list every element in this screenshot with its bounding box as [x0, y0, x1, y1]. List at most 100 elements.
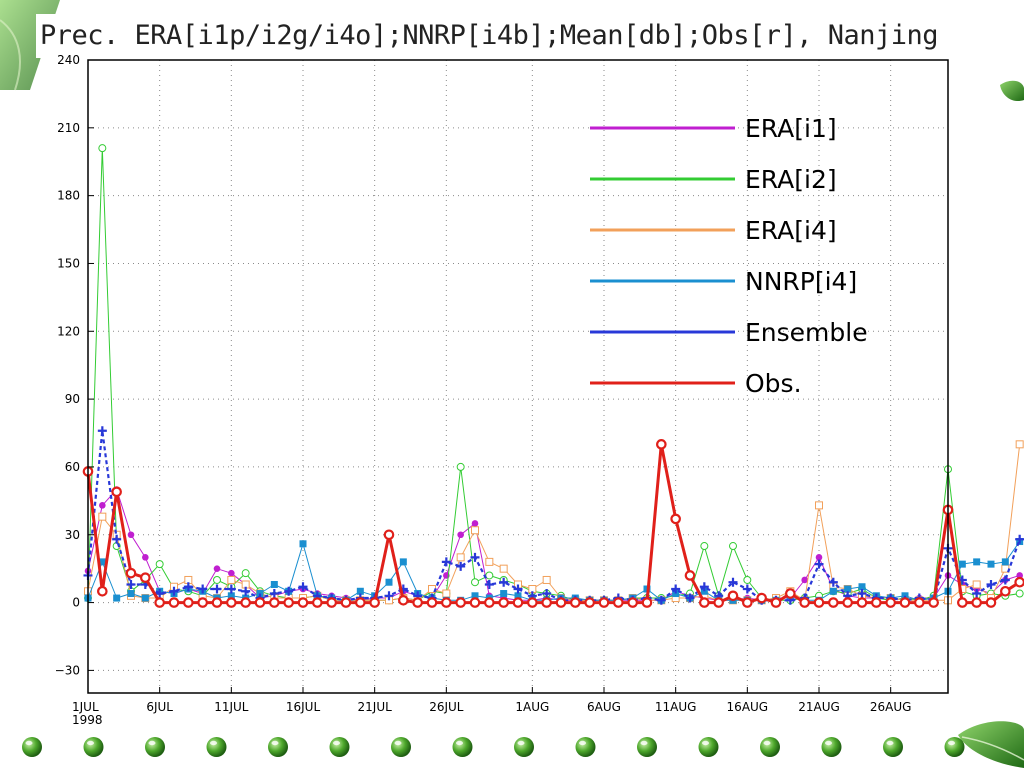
data-point: [469, 597, 481, 608]
data-point: [355, 597, 366, 608]
bullet-icon: [329, 737, 350, 757]
legend-item: ERA[i2]: [590, 165, 837, 194]
data-point: [154, 597, 165, 608]
data-point: [641, 597, 653, 608]
x-tick-label: 1AUG: [515, 700, 549, 714]
data-point: [828, 577, 838, 587]
data-point: [155, 589, 165, 599]
data-point: [542, 589, 552, 599]
data-point: [127, 590, 135, 598]
data-point: [485, 557, 494, 566]
bullet-icon: [575, 737, 596, 757]
data-point: [142, 554, 149, 561]
legend-label: ERA[i4]: [745, 216, 837, 245]
data-point: [456, 553, 465, 562]
data-point: [613, 597, 624, 608]
data-point: [972, 580, 981, 589]
data-point: [213, 575, 221, 584]
data-point: [398, 595, 409, 606]
data-point: [211, 597, 223, 608]
data-point: [987, 560, 995, 568]
data-point: [627, 597, 638, 608]
data-point: [871, 597, 882, 608]
data-point: [700, 587, 708, 595]
y-tick-label: 90: [65, 392, 80, 406]
data-point: [814, 559, 824, 569]
data-point: [1000, 585, 1011, 597]
bullet-icon: [698, 737, 719, 757]
data-point: [297, 597, 309, 608]
data-point: [829, 587, 837, 595]
y-tick-label: 240: [57, 53, 80, 67]
y-tick-label: 120: [57, 324, 80, 338]
data-point: [441, 597, 452, 608]
data-point: [727, 590, 739, 602]
legend-label: NNRP[i4]: [745, 267, 857, 296]
data-point: [728, 577, 738, 587]
data-point: [512, 597, 524, 608]
data-point: [183, 582, 193, 592]
data-point: [198, 584, 208, 594]
data-point: [471, 578, 479, 587]
legend-item: Obs.: [590, 369, 802, 398]
data-point: [713, 597, 724, 608]
data-point: [485, 571, 494, 580]
data-point: [555, 597, 567, 608]
corner-leaf-bottom-right-icon: [958, 721, 1024, 768]
data-point: [500, 590, 508, 598]
bullet-icon: [637, 737, 657, 757]
x-tick-label: 26AUG: [870, 700, 912, 714]
data-point: [441, 557, 451, 567]
data-point: [513, 584, 523, 594]
data-point: [756, 592, 767, 604]
x-tick-label: 11AUG: [655, 700, 697, 714]
data-point: [471, 526, 479, 535]
data-point: [168, 597, 180, 608]
bullet-icon: [514, 737, 534, 757]
data-point: [1000, 575, 1010, 585]
data-point: [801, 576, 808, 584]
bullet-icon: [206, 737, 227, 757]
y-tick-label: 0: [72, 596, 80, 610]
data-point: [111, 486, 122, 498]
data-point: [228, 569, 235, 577]
y-tick-label: 210: [57, 121, 80, 135]
data-point: [183, 597, 194, 608]
data-point: [484, 597, 495, 608]
data-point: [986, 579, 996, 589]
data-point: [928, 597, 939, 608]
x-tick-label: 16JUL: [286, 700, 321, 714]
slide-title: Prec. ERA[i1p/i2g/i4o];NNRP[i4b];Mean[db…: [36, 14, 1002, 58]
x-tick-label: 11JUL: [214, 700, 249, 714]
data-point: [770, 597, 782, 608]
data-point: [856, 597, 868, 608]
data-point: [383, 529, 395, 541]
data-point: [97, 585, 108, 597]
corner-leaf-top-right-icon: [1000, 80, 1024, 102]
axis-ticks: −30 0 30 60 90 120 150 180 210 240 1JUL 6JUL 11JUL 16…: [55, 53, 912, 714]
data-point: [340, 597, 352, 608]
series-line: [86, 429, 1021, 602]
bullet-icon: [22, 737, 42, 757]
data-point: [670, 513, 681, 525]
data-point: [742, 584, 752, 594]
legend-label: ERA[i1]: [745, 114, 837, 143]
data-point: [541, 597, 552, 608]
series-layer: [82, 144, 1024, 608]
data-point: [399, 558, 407, 566]
data-point: [656, 439, 667, 450]
data-point: [844, 585, 852, 593]
data-point: [98, 144, 107, 153]
legend-label: ERA[i2]: [745, 165, 837, 194]
legend-label: Obs.: [745, 369, 802, 398]
data-point: [470, 552, 480, 562]
y-tick-label: 180: [57, 189, 80, 203]
data-point: [212, 584, 222, 594]
bullet-icon: [883, 737, 903, 757]
data-point: [958, 560, 966, 568]
x-tick-label: 21JUL: [358, 700, 393, 714]
data-point: [684, 570, 696, 581]
data-point: [298, 582, 308, 592]
x-tick-label: 1JUL: [72, 700, 99, 714]
data-point: [312, 597, 323, 608]
